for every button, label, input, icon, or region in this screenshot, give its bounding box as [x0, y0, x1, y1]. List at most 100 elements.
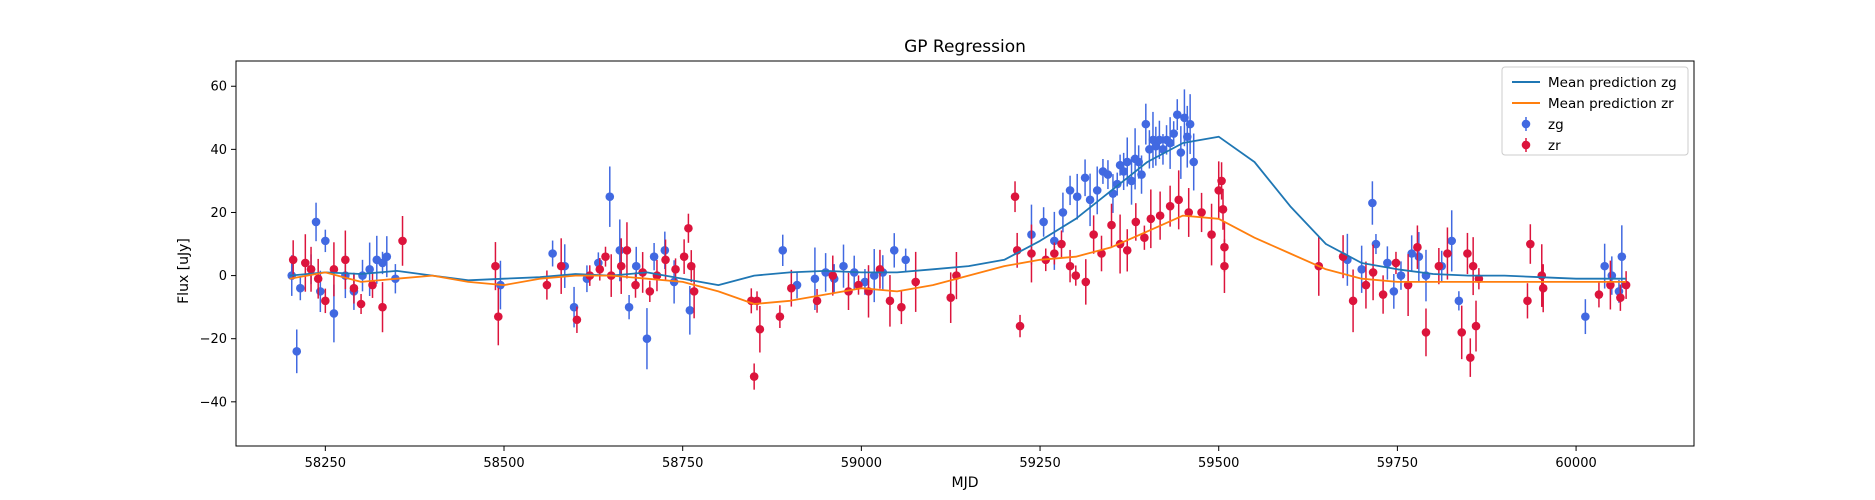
x-tick-label: 59500	[1198, 456, 1239, 471]
point-zg	[311, 217, 321, 227]
point-zr	[755, 324, 765, 334]
point-zr	[854, 280, 863, 290]
point-zr	[1218, 205, 1228, 214]
point-zr	[1421, 328, 1431, 337]
point-zg	[1600, 261, 1609, 271]
point-zg	[1172, 110, 1182, 119]
point-zg	[1127, 176, 1136, 186]
point-zg	[1115, 160, 1125, 170]
y-axis: −40 −20 0 20 40 60	[200, 80, 236, 410]
legend-box	[1501, 66, 1689, 156]
point-zr	[911, 277, 920, 287]
legend-label: zr	[1548, 138, 1561, 154]
chart-title: GP Regression	[904, 37, 1026, 57]
point-zg	[1080, 173, 1090, 183]
point-zr	[1468, 261, 1478, 271]
point-zg	[1137, 170, 1146, 179]
point-zr	[1463, 249, 1472, 258]
point-zr	[1348, 296, 1358, 306]
point-zg	[810, 274, 820, 284]
x-tick-label: 58750	[662, 456, 703, 471]
point-zr	[1071, 271, 1081, 280]
axes-frame	[235, 60, 1695, 447]
point-zr	[288, 255, 298, 265]
legend-entry-mean-prediction-zg: Mean prediction zg	[1512, 75, 1677, 91]
point-zg	[548, 249, 557, 258]
point-zr	[321, 296, 330, 306]
point-zr	[1361, 280, 1371, 290]
point-zr	[1523, 296, 1532, 306]
x-tick-label: 59000	[841, 456, 882, 471]
point-zr	[491, 261, 500, 271]
point-zr	[1050, 249, 1059, 258]
point-zr	[349, 283, 359, 293]
point-zr	[313, 274, 323, 284]
point-zg	[889, 246, 899, 255]
point-zg	[1396, 271, 1406, 280]
point-zr	[1155, 211, 1165, 220]
point-zr	[398, 236, 407, 246]
point-zg	[382, 252, 392, 261]
point-zr	[493, 312, 503, 321]
point-zg	[1368, 198, 1377, 208]
legend-entry-zg: zg	[1521, 117, 1564, 133]
x-tick-label: 58250	[305, 456, 346, 471]
point-zg	[1122, 157, 1132, 167]
point-zr	[556, 261, 566, 271]
point-zr	[631, 280, 640, 290]
point-zg	[1072, 192, 1082, 201]
point-zr	[1434, 261, 1444, 271]
point-zr	[812, 296, 822, 306]
point-zg	[378, 258, 387, 268]
point-zg	[1119, 167, 1128, 176]
point-zg	[1112, 179, 1122, 189]
point-zg	[839, 261, 848, 271]
point-zr	[356, 299, 366, 309]
point-zr	[689, 287, 699, 296]
legend-point-swatch	[1521, 119, 1531, 129]
legend-label: Mean prediction zr	[1548, 96, 1674, 112]
point-zg	[1145, 145, 1154, 154]
point-zr	[1081, 277, 1091, 287]
y-tick-label: 20	[210, 206, 227, 221]
point-zr	[1107, 220, 1116, 230]
point-zg	[358, 271, 367, 280]
point-zr	[1220, 261, 1229, 271]
point-zr	[684, 223, 693, 233]
point-zr	[306, 264, 316, 274]
point-zr	[1015, 321, 1025, 331]
point-zr	[897, 302, 906, 312]
point-zg	[321, 236, 330, 246]
point-zr	[1217, 176, 1226, 186]
point-zr	[1131, 217, 1141, 227]
y-tick-label: 40	[210, 143, 227, 158]
point-zg	[860, 277, 870, 287]
point-zr	[787, 283, 796, 293]
point-zg	[1103, 170, 1113, 179]
point-zr	[1057, 239, 1066, 249]
point-zr	[368, 280, 377, 290]
point-zr	[1616, 293, 1625, 302]
point-zg	[1383, 258, 1392, 268]
point-zg	[1050, 236, 1059, 246]
point-zr	[1403, 280, 1413, 290]
x-tick-label: 59250	[1019, 456, 1060, 471]
point-zg	[778, 246, 788, 255]
point-zr	[1140, 233, 1149, 243]
line-mean-prediction-zg	[289, 135, 1627, 286]
point-zr	[1027, 249, 1036, 258]
point-zr	[1457, 328, 1467, 337]
point-zg	[901, 255, 910, 265]
point-zr	[749, 372, 759, 381]
point-zr	[1537, 271, 1547, 280]
point-zr	[1174, 195, 1183, 205]
point-zr	[828, 271, 838, 280]
point-zr	[301, 258, 310, 268]
point-zr	[622, 246, 632, 255]
point-zr	[775, 312, 785, 321]
point-zg	[329, 309, 339, 318]
point-zr	[1474, 274, 1484, 284]
point-zg	[631, 261, 641, 271]
point-zg	[1155, 135, 1164, 145]
